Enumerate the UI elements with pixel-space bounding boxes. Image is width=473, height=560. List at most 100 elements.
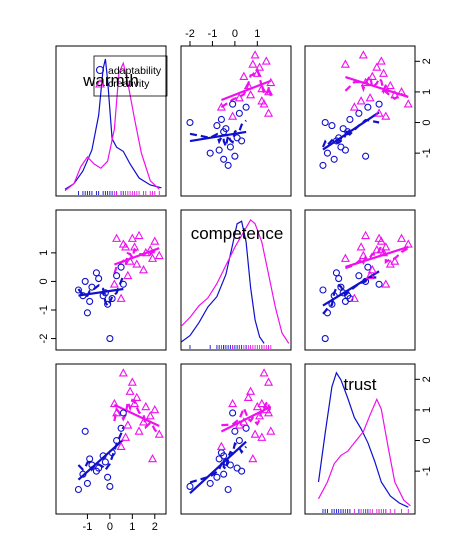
point-creativity xyxy=(356,242,366,251)
point-adaptability xyxy=(231,152,239,160)
fit-line-creativity xyxy=(221,79,272,101)
point-creativity xyxy=(239,71,249,80)
point-adaptability xyxy=(332,269,340,277)
tick-label-bottom-col1: 2 xyxy=(152,521,158,533)
point-adaptability xyxy=(86,297,94,305)
point-adaptability xyxy=(339,125,347,133)
point-creativity xyxy=(228,398,238,408)
point-adaptability xyxy=(235,436,243,445)
tick-label-right-row3: 1 xyxy=(421,407,433,413)
tick-label-right-row3: -1 xyxy=(421,466,433,476)
variable-labels: warmth competence trust xyxy=(82,71,377,394)
point-creativity xyxy=(121,432,131,441)
point-creativity xyxy=(109,279,119,288)
smooth-line-adaptability xyxy=(189,119,247,151)
point-adaptability xyxy=(81,277,89,285)
point-creativity xyxy=(243,80,253,90)
point-creativity xyxy=(381,242,391,251)
tick-label-top: 0 xyxy=(232,28,238,40)
point-adaptability xyxy=(186,118,194,127)
panel-frame-1-2 xyxy=(304,209,416,351)
point-adaptability xyxy=(108,295,116,303)
point-creativity xyxy=(367,71,377,80)
point-creativity xyxy=(145,245,155,254)
point-adaptability xyxy=(222,125,230,133)
point-adaptability xyxy=(339,289,347,297)
point-adaptability xyxy=(206,149,214,157)
point-adaptability xyxy=(328,122,336,130)
point-creativity xyxy=(112,233,122,242)
point-creativity xyxy=(139,265,149,274)
point-creativity xyxy=(239,417,249,426)
point-creativity xyxy=(125,386,135,395)
point-adaptability xyxy=(104,300,112,308)
legend-label-adaptability: adaptability xyxy=(108,65,162,77)
point-adaptability xyxy=(95,464,103,472)
point-creativity xyxy=(379,68,389,77)
density-creativity xyxy=(180,218,290,344)
point-creativity xyxy=(216,441,226,451)
point-adaptability xyxy=(235,109,243,117)
panel-frame-2-1 xyxy=(180,363,292,515)
panel-frame-1-0 xyxy=(55,209,167,351)
axis-ticks: -2 -1 0 1 -1 0 1 2 2 1 0 -1 1 0 -1 -2 2 1 0 -1 xyxy=(38,28,433,533)
point-adaptability xyxy=(81,427,89,435)
point-creativity xyxy=(358,50,368,59)
smooth-line-creativity xyxy=(221,400,271,427)
legend-marker-creativity xyxy=(95,78,105,88)
point-adaptability xyxy=(323,309,331,317)
density-adaptability xyxy=(317,371,409,508)
point-creativity xyxy=(397,86,407,96)
point-creativity xyxy=(228,111,238,120)
point-creativity xyxy=(112,408,122,417)
point-adaptability xyxy=(99,452,107,460)
point-adaptability xyxy=(117,263,125,271)
panel-frame-1-1 xyxy=(180,209,292,351)
tick-label-bottom-col1: 1 xyxy=(129,521,135,533)
point-creativity xyxy=(130,398,140,408)
point-creativity xyxy=(248,59,258,68)
point-adaptability xyxy=(330,155,338,163)
point-adaptability xyxy=(330,292,338,300)
density-adaptability xyxy=(64,58,162,190)
data-points xyxy=(74,50,413,494)
point-creativity xyxy=(390,90,400,99)
tick-label-right-row3: 0 xyxy=(421,437,433,443)
tick-label-top: 1 xyxy=(254,28,260,40)
point-adaptability xyxy=(335,134,343,142)
point-creativity xyxy=(248,453,258,463)
panel-frame-2-0 xyxy=(55,363,167,515)
point-creativity xyxy=(390,256,400,265)
point-adaptability xyxy=(346,115,354,124)
point-adaptability xyxy=(186,482,194,490)
point-creativity xyxy=(216,102,226,111)
point-creativity xyxy=(141,401,151,411)
point-creativity xyxy=(349,293,359,302)
point-adaptability xyxy=(242,424,250,432)
point-creativity xyxy=(150,236,160,245)
point-adaptability xyxy=(213,122,221,130)
fit-line-creativity xyxy=(113,403,160,428)
point-adaptability xyxy=(213,473,221,481)
smooth-line-adaptability xyxy=(77,426,125,472)
point-adaptability xyxy=(83,479,91,487)
legend-box xyxy=(93,55,168,97)
point-adaptability xyxy=(106,335,114,343)
point-adaptability xyxy=(231,427,239,435)
point-creativity xyxy=(261,56,271,65)
tick-label-top: -2 xyxy=(185,28,195,40)
point-creativity xyxy=(116,293,126,302)
point-creativity xyxy=(358,250,368,260)
point-creativity xyxy=(266,426,276,435)
point-creativity xyxy=(264,86,274,96)
point-creativity xyxy=(109,398,119,408)
point-adaptability xyxy=(222,458,230,466)
point-creativity xyxy=(121,242,131,251)
point-creativity xyxy=(361,77,371,87)
fit-line-adaptability xyxy=(189,130,247,143)
point-adaptability xyxy=(242,103,250,111)
point-creativity xyxy=(250,429,260,438)
point-creativity xyxy=(125,256,135,265)
point-adaptability xyxy=(220,155,228,163)
point-creativity xyxy=(372,245,382,254)
